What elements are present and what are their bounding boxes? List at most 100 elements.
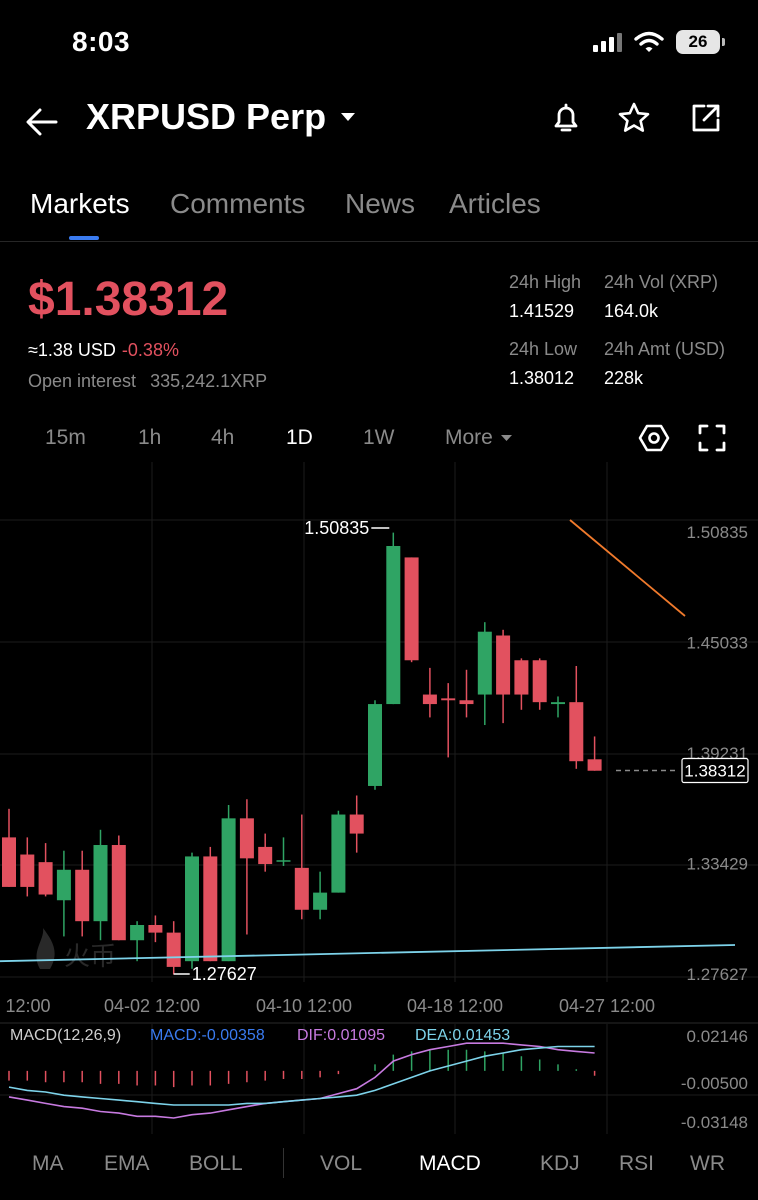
stat-value: 1.41529: [509, 301, 575, 321]
battery-icon: 26: [676, 30, 725, 54]
indicator-wr[interactable]: WR: [690, 1152, 725, 1175]
interval-4h[interactable]: 4h: [211, 426, 235, 449]
candle-body: [441, 698, 456, 701]
candle-body: [459, 700, 474, 705]
dea-value: DEA:0.01453: [415, 1027, 510, 1044]
interval-more[interactable]: More: [445, 426, 512, 450]
stat-24h-vol: 24h Vol (XRP) 164.0k: [604, 272, 718, 322]
interval-1h[interactable]: 1h: [138, 426, 162, 449]
last-price-badge-text: 1.38312: [684, 762, 745, 781]
symbol-selector[interactable]: XRPUSD Perp: [86, 96, 356, 138]
watermark-logo: 火币: [36, 928, 116, 972]
candle-body: [422, 694, 437, 705]
interval-15m[interactable]: 15m: [45, 426, 86, 449]
macd-axis-label: -0.00500: [681, 1074, 748, 1093]
indicator-macd[interactable]: MACD: [419, 1152, 481, 1175]
stat-label: 24h Amt (USD): [604, 339, 726, 359]
x-axis-label: 12:00: [5, 996, 50, 1016]
x-axis-label: 04-02 12:00: [104, 996, 200, 1016]
tab-comments[interactable]: Comments: [170, 188, 306, 219]
candle-body: [313, 892, 328, 910]
high-price-label: 1.50835: [304, 518, 369, 538]
price-conversion: ≈1.38 USD -0.38%: [28, 340, 179, 361]
chart-overlays: 1.50835 1.27627 1.38312: [0, 518, 749, 984]
indicator-rsi[interactable]: RSI: [619, 1152, 655, 1175]
active-tab-indicator: [69, 236, 99, 240]
candle-body: [20, 854, 35, 887]
trend-line: [569, 519, 686, 617]
stat-24h-amt: 24h Amt (USD) 228k: [604, 339, 725, 389]
candle-body: [148, 924, 163, 933]
interval-selector: 15m 1h 4h 1D 1W More: [0, 416, 758, 462]
macd-axis-label: -0.03148: [681, 1113, 748, 1132]
candle-body: [166, 932, 181, 967]
stat-value: 228k: [604, 368, 644, 388]
candle-body: [239, 818, 254, 859]
candle-body: [587, 759, 602, 771]
x-axis-label: 04-10 12:00: [256, 996, 352, 1016]
candle-body: [75, 869, 90, 922]
svg-text:火币: 火币: [64, 942, 116, 972]
open-interest: Open interest 335,242.1XRP: [28, 371, 267, 392]
status-time: 8:03: [72, 26, 131, 57]
candle-body: [276, 860, 291, 862]
candle-body: [532, 660, 547, 703]
candle-body: [221, 818, 236, 962]
candle-body: [331, 814, 346, 893]
fullscreen-icon[interactable]: [698, 424, 726, 452]
open-interest-label: Open interest: [28, 371, 137, 391]
x-axis-label: 04-18 12:00: [407, 996, 503, 1016]
star-icon[interactable]: [614, 98, 654, 138]
price-change: -0.38%: [121, 340, 179, 360]
macd-value: MACD:-0.00358: [150, 1027, 265, 1044]
status-icons: 26: [593, 28, 725, 56]
chart-settings-icon[interactable]: [638, 422, 670, 454]
indicator-vol[interactable]: VOL: [320, 1152, 363, 1175]
low-price-label: 1.27627: [192, 964, 257, 984]
indicator-boll[interactable]: BOLL: [189, 1152, 243, 1175]
candle-body: [38, 862, 53, 895]
trend-line: [0, 944, 736, 963]
indicator-kdj[interactable]: KDJ: [540, 1152, 580, 1175]
indicator-divider: [283, 1148, 284, 1178]
candle-body: [258, 846, 273, 865]
dif-line: [8, 1042, 595, 1119]
stat-label: 24h Low: [509, 339, 578, 359]
macd-panel: MACD(12,26,9) MACD:-0.00358 DIF:0.01095 DEA…: [8, 1027, 748, 1132]
y-axis-tick-label: 1.27627: [687, 965, 748, 984]
candle-body: [386, 545, 401, 705]
candle-body: [56, 869, 71, 901]
stat-value: 1.38012: [509, 368, 575, 388]
candle-body: [93, 845, 108, 922]
dif-value: DIF:0.01095: [297, 1027, 385, 1044]
status-bar: 8:03 26: [0, 0, 758, 84]
tab-articles[interactable]: Articles: [449, 188, 541, 219]
candle-body: [551, 702, 565, 705]
candle-body: [569, 702, 584, 762]
candle-body: [368, 704, 382, 786]
price-chart[interactable]: 1.508351.450331.392311.334291.2762712:00…: [0, 462, 758, 1134]
share-icon[interactable]: [686, 98, 726, 138]
stat-value: 164.0k: [604, 301, 659, 321]
caret-down-icon: [341, 113, 356, 121]
candles: [2, 532, 602, 975]
last-price: $1.38312: [28, 273, 229, 326]
tab-markets[interactable]: Markets: [30, 188, 130, 219]
interval-1w[interactable]: 1W: [363, 426, 395, 449]
indicator-ema[interactable]: EMA: [104, 1152, 150, 1175]
interval-1d[interactable]: 1D: [286, 426, 313, 449]
stat-24h-low: 24h Low 1.38012: [509, 339, 577, 389]
x-axis-label: 04-27 12:00: [559, 996, 655, 1016]
candle-body: [2, 837, 16, 887]
candle-body: [349, 814, 364, 834]
back-arrow-icon[interactable]: [22, 102, 62, 142]
indicator-ma[interactable]: MA: [32, 1152, 64, 1175]
tab-news[interactable]: News: [345, 188, 416, 219]
stat-label: 24h High: [509, 272, 582, 292]
y-axis-tick-label: 1.45033: [687, 634, 748, 653]
chart-grid: 1.508351.450331.392311.334291.2762712:00…: [0, 462, 758, 1134]
bell-icon[interactable]: [546, 98, 586, 138]
candle-body: [496, 635, 511, 695]
candle-body: [203, 856, 218, 962]
header: XRPUSD Perp: [0, 90, 758, 154]
